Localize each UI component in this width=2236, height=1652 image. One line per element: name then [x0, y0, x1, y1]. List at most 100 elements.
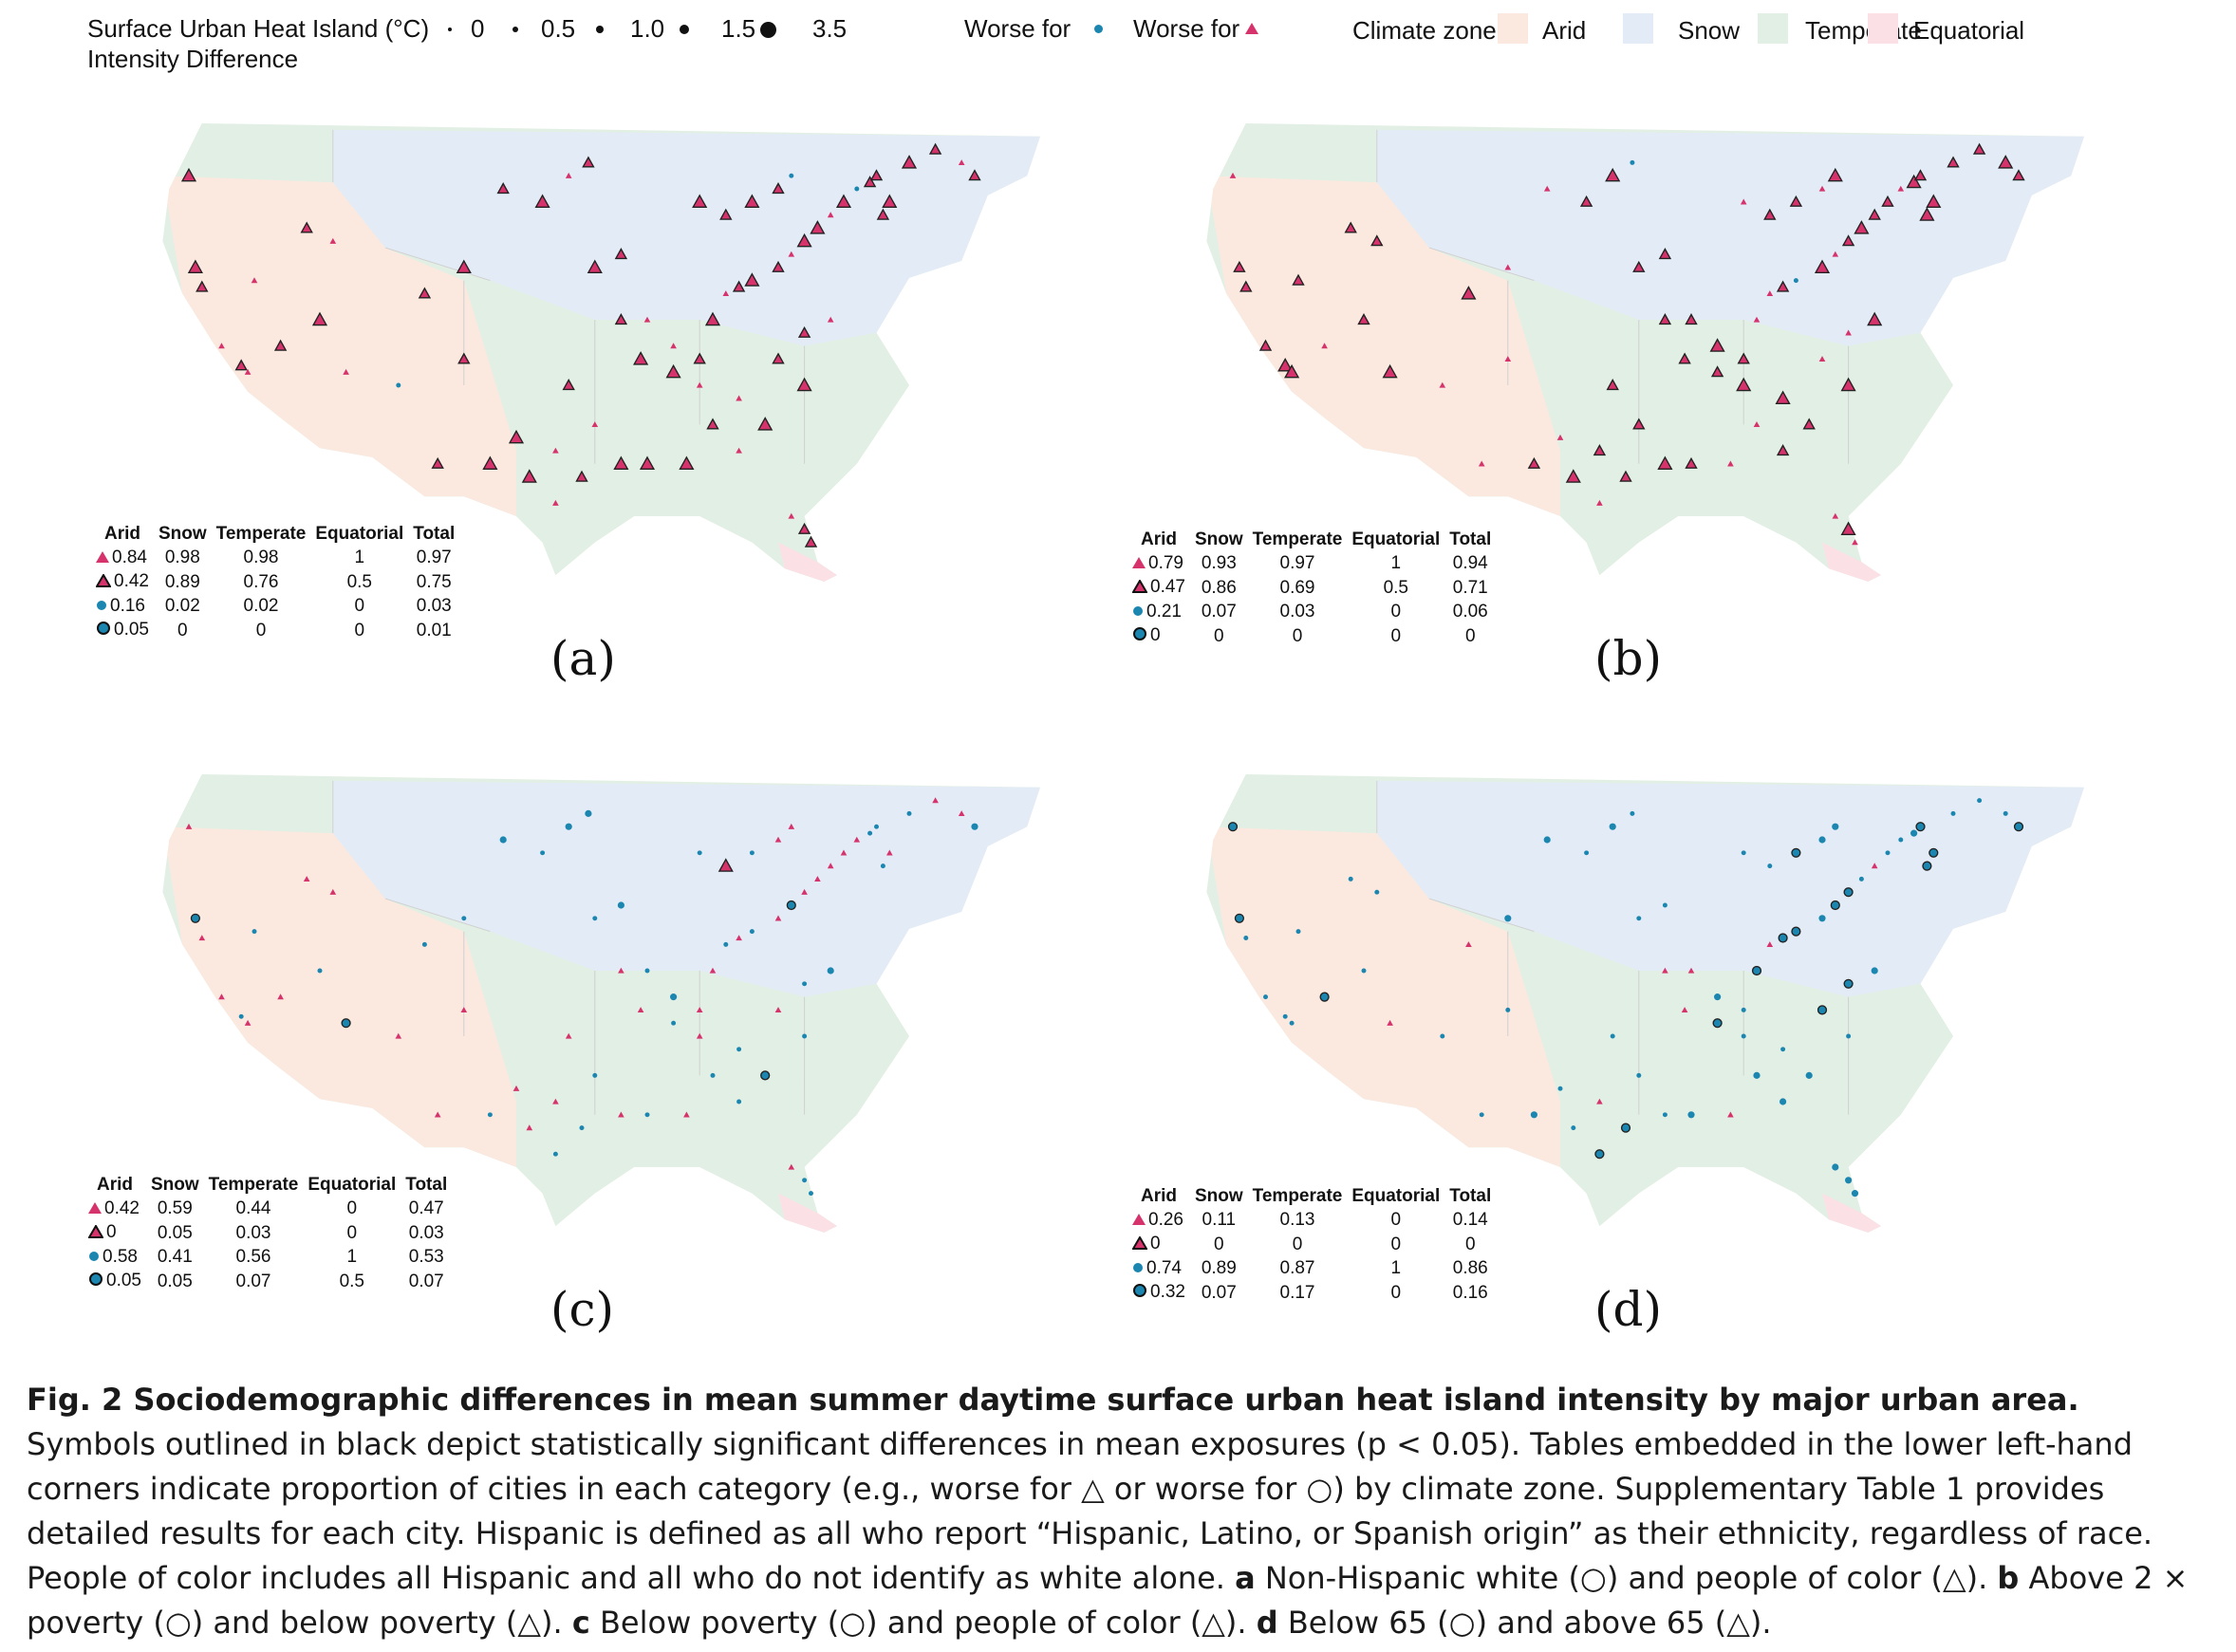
blue-circle-icon [88, 1245, 100, 1269]
climate-zone-temperate [1206, 774, 1953, 1227]
size-dot-15 [680, 25, 689, 34]
significant-triangle-marker [1382, 363, 1398, 379]
circle-marker [671, 1020, 677, 1026]
significant-triangle-marker [496, 182, 510, 195]
significant-triangle-marker [562, 379, 575, 391]
circle-marker [736, 1047, 742, 1052]
cell: 0.05 [114, 620, 149, 640]
triangle-marker [512, 1085, 520, 1091]
cell: 0.13 [1279, 1210, 1315, 1231]
significant-triangle-marker [1657, 455, 1673, 471]
significant-triangle-marker [508, 429, 525, 444]
significant-circle-marker [1843, 887, 1854, 898]
significant-circle-marker [1830, 900, 1840, 911]
map-panel-c: Arid Snow Temperate Equatorial Total 0.4… [57, 765, 1129, 1353]
col-snow: Snow [150, 1175, 199, 1195]
significant-triangle-marker [300, 221, 313, 233]
significant-circle-marker [1791, 847, 1801, 858]
proportion-table-b: Arid Snow Temperate Equatorial Total 0.7… [1127, 528, 1496, 648]
significant-triangle-marker [901, 155, 918, 169]
circle-marker [1832, 1163, 1839, 1171]
significant-triangle-marker [810, 220, 826, 234]
col-arid: Arid [1140, 529, 1177, 549]
significant-triangle-marker [1461, 286, 1477, 300]
circle-marker [1440, 1033, 1445, 1039]
caption-key-b: b [1997, 1560, 2020, 1596]
circle-marker [1479, 1112, 1484, 1118]
circle-marker [1630, 810, 1635, 816]
triangle-marker [788, 512, 795, 519]
significant-triangle-marker [1292, 273, 1305, 286]
significant-triangle-marker [587, 259, 603, 274]
col-temperate: Temperate [1252, 1186, 1343, 1206]
triangle-marker [736, 395, 742, 401]
cell: 0.79 [1148, 553, 1183, 573]
significant-circle-marker [1843, 978, 1854, 989]
significant-triangle-marker [968, 169, 981, 181]
circle-marker [396, 382, 401, 388]
climate-zone-equatorial [777, 1193, 838, 1233]
col-total: Total [413, 524, 456, 544]
triangle-marker [618, 967, 624, 974]
circle-marker [317, 968, 323, 974]
triangle-marker [814, 876, 821, 882]
cell: 1 [346, 1247, 358, 1268]
significant-triangle-marker [234, 359, 248, 371]
table-row: 0.05 0 0 0 0.01 [91, 618, 459, 641]
col-snow: Snow [1194, 529, 1243, 549]
significant-circle-marker [1778, 933, 1788, 943]
caption-text-a: Non-Hispanic white (○) and people of col… [1255, 1560, 1998, 1596]
significant-triangle-marker [757, 417, 773, 431]
significant-triangle-marker [1802, 418, 1816, 430]
cell: 0.74 [1146, 1257, 1182, 1278]
cell: 0 [1214, 625, 1224, 646]
significant-circle-marker [1620, 1123, 1631, 1133]
caption-body: Symbols outlined in black depict statist… [27, 1426, 2153, 1596]
significant-triangle-marker [1685, 456, 1698, 469]
caption-text-b: Above 2 × poverty (○) and below poverty … [27, 1560, 2189, 1641]
worse-for-circle-label: Worse for [964, 14, 1071, 43]
triangle-marker [827, 316, 834, 323]
circle-marker [802, 1178, 808, 1183]
cell: 0.26 [1148, 1210, 1183, 1230]
cell: 0.86 [1452, 1258, 1488, 1279]
circle-marker [1263, 994, 1268, 1000]
triangle-marker [329, 237, 337, 244]
triangle-marker [958, 159, 965, 166]
triangle-marker [1596, 499, 1603, 506]
climate-zone-snow [1376, 780, 2084, 997]
cell: 0.98 [164, 548, 200, 568]
blue-circle-icon [96, 594, 107, 618]
triangle-marker [185, 823, 193, 829]
significant-triangle-marker [1606, 379, 1619, 391]
significant-triangle-marker [482, 455, 498, 471]
size-dot-10 [596, 26, 604, 33]
legend: Surface Urban Heat Island (°C) Intensity… [0, 13, 2236, 80]
significant-triangle-marker [717, 858, 734, 872]
outlined-circle-icon [1132, 1281, 1147, 1305]
circle-marker [1977, 798, 1983, 804]
circle-marker [1662, 902, 1668, 908]
triangle-marker [736, 447, 742, 454]
cell: 0.5 [346, 571, 372, 592]
triangle-marker [670, 343, 677, 349]
significant-triangle-marker [180, 167, 197, 182]
circle-marker [1741, 1007, 1746, 1012]
triangle-marker [552, 499, 559, 506]
us-map-d [1206, 774, 2084, 1233]
caption-key-d: d [1256, 1605, 1278, 1641]
climate-zone-temperate [162, 774, 909, 1227]
significant-triangle-marker [613, 455, 629, 471]
pink-triangle-icon [1132, 551, 1146, 575]
triangle-marker [1504, 356, 1512, 362]
triangle-marker [1832, 512, 1839, 519]
triangle-marker [343, 368, 349, 375]
triangle-marker [1818, 356, 1826, 362]
blue-circle-icon [1094, 25, 1103, 33]
circle-marker [644, 968, 650, 974]
significant-triangle-marker [863, 176, 877, 188]
cell: 0.07 [235, 1271, 271, 1291]
outlined-circle-icon [88, 1270, 103, 1293]
outlined-triangle-icon [1131, 576, 1148, 600]
circle-marker [1805, 1071, 1813, 1079]
